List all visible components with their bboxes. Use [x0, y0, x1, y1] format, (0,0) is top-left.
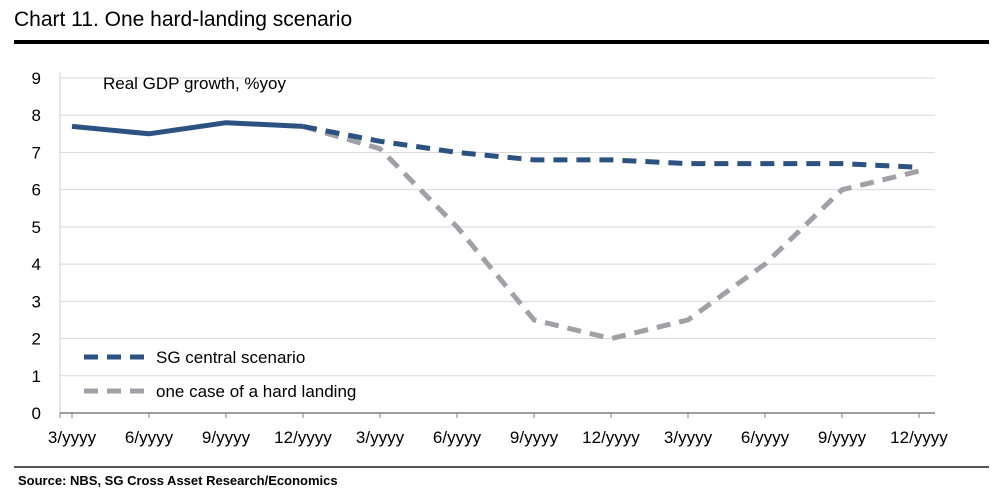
x-tick-label: 9/yyyy [818, 428, 867, 447]
x-tick-label: 12/yyyy [274, 428, 332, 447]
y-tick-label: 9 [32, 69, 41, 88]
x-tick-label: 3/yyyy [664, 428, 713, 447]
source-note: Source: NBS, SG Cross Asset Research/Eco… [18, 473, 338, 488]
x-tick-label: 6/yyyy [741, 428, 790, 447]
series-line-actual [71, 120, 304, 137]
legend-item-hard-landing-label: one case of a hard landing [156, 382, 356, 401]
x-tick-label: 12/yyyy [890, 428, 948, 447]
chart-title: Chart 11. One hard-landing scenario [14, 8, 353, 31]
y-tick-label: 4 [32, 255, 41, 274]
y-tick-label: 1 [32, 367, 41, 386]
y-tick-label: 2 [32, 330, 41, 349]
y-tick-label: 6 [32, 181, 41, 200]
y-tick-label: 7 [32, 143, 41, 162]
chart-annotation: Real GDP growth, %yoy [103, 74, 286, 93]
y-tick-label: 8 [32, 106, 41, 125]
series-line-central [302, 123, 920, 170]
x-tick-label: 9/yyyy [202, 428, 251, 447]
x-tick-label: 12/yyyy [582, 428, 640, 447]
y-tick-label: 0 [32, 404, 41, 423]
title-rule [14, 40, 989, 44]
x-tick-label: 6/yyyy [125, 428, 174, 447]
y-tick-label: 3 [32, 292, 41, 311]
x-tick-label: 3/yyyy [356, 428, 405, 447]
x-tick-label: 3/yyyy [48, 428, 97, 447]
series-line-hard-landing [302, 123, 920, 342]
y-tick-label: 5 [32, 218, 41, 237]
source-rule [14, 466, 989, 468]
chart: 0 1 2 3 4 5 6 7 8 9 3/yyyy 6/yyyy 9/yyyy 12/yyyy 3/yyy… [32, 69, 949, 447]
x-tick-label: 9/yyyy [510, 428, 559, 447]
legend-item-central-label: SG central scenario [156, 348, 305, 367]
x-tick-label: 6/yyyy [433, 428, 482, 447]
